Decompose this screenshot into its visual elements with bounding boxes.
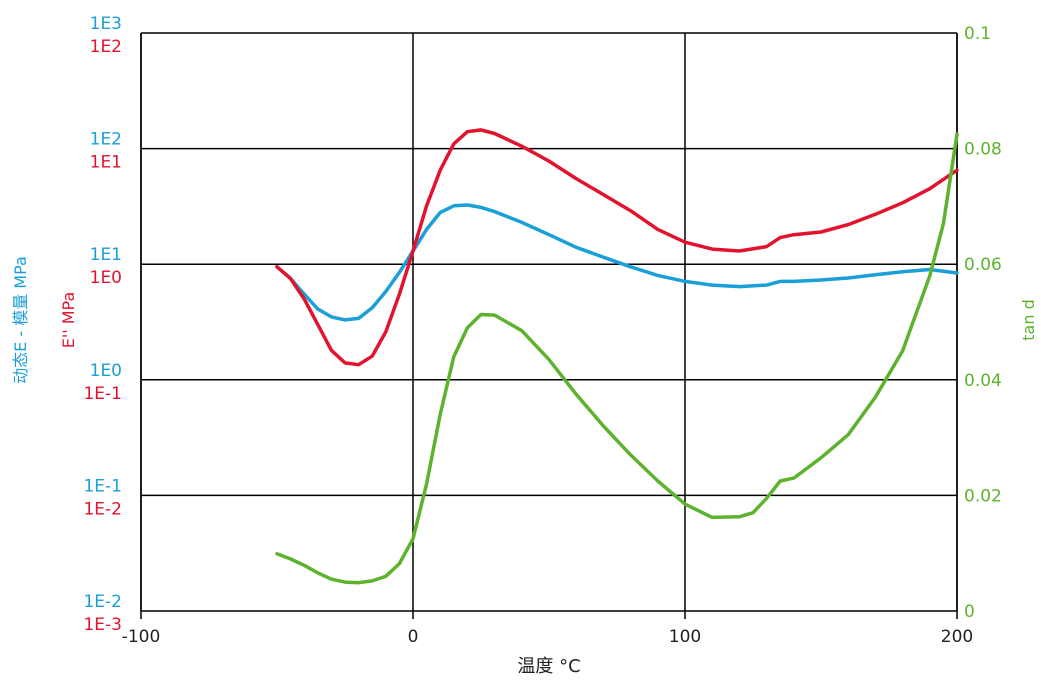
y-tick-label-loss: 1E2: [90, 37, 122, 57]
y-tick-label-tan-d: 0.08: [964, 140, 1002, 160]
y-tick-label-modulus: 1E-1: [83, 476, 122, 496]
series-layer: [275, 128, 959, 585]
y-tick-label-modulus: 1E2: [90, 130, 122, 150]
y-axis-label-loss-modulus: E'' MPa: [59, 292, 78, 349]
y-tick-label-tan-d: 0.1: [964, 24, 991, 44]
y-axis-label-modulus: 动态E - 模量 MPa: [11, 256, 30, 384]
y-tick-label-loss: 1E-1: [83, 384, 122, 404]
y-tick-label-loss: 1E0: [90, 268, 122, 288]
y-tick-label-modulus: 1E1: [90, 245, 122, 265]
y-axis-label-tan-d: tan d: [1019, 299, 1038, 340]
y-tick-label-modulus: 1E0: [90, 361, 122, 381]
series-line-tan-d: [275, 132, 959, 585]
y-tick-label-modulus: 1E-2: [83, 592, 122, 612]
x-tick-label: 0: [408, 627, 419, 647]
y-tick-label-tan-d: 0: [964, 602, 975, 622]
y-tick-label-tan-d: 0.02: [964, 486, 1002, 506]
y-tick-label-tan-d: 0.06: [964, 255, 1002, 275]
series-line-loss-modulus: [275, 128, 959, 367]
tick-labels: -100 0 100 200 1E3 1E2 1E1 1E0 1E-1 1E-2 1E2 1E1 1E0…: [83, 14, 1001, 647]
y-tick-label-loss: 1E-3: [83, 615, 122, 635]
grid-lines: [140, 32, 958, 619]
axes-frame: [140, 33, 958, 611]
y-tick-label-modulus: 1E3: [90, 14, 122, 34]
y-tick-label-loss: 1E-2: [83, 499, 122, 519]
x-axis-label: 温度 °C: [517, 656, 580, 677]
x-tick-label: -100: [122, 627, 161, 647]
y-tick-label-tan-d: 0.04: [964, 371, 1002, 391]
y-tick-label-loss: 1E1: [90, 153, 122, 173]
series-line-dynamic-modulus: [275, 203, 959, 322]
x-tick-label: 100: [669, 627, 701, 647]
x-tick-label: 200: [941, 627, 973, 647]
